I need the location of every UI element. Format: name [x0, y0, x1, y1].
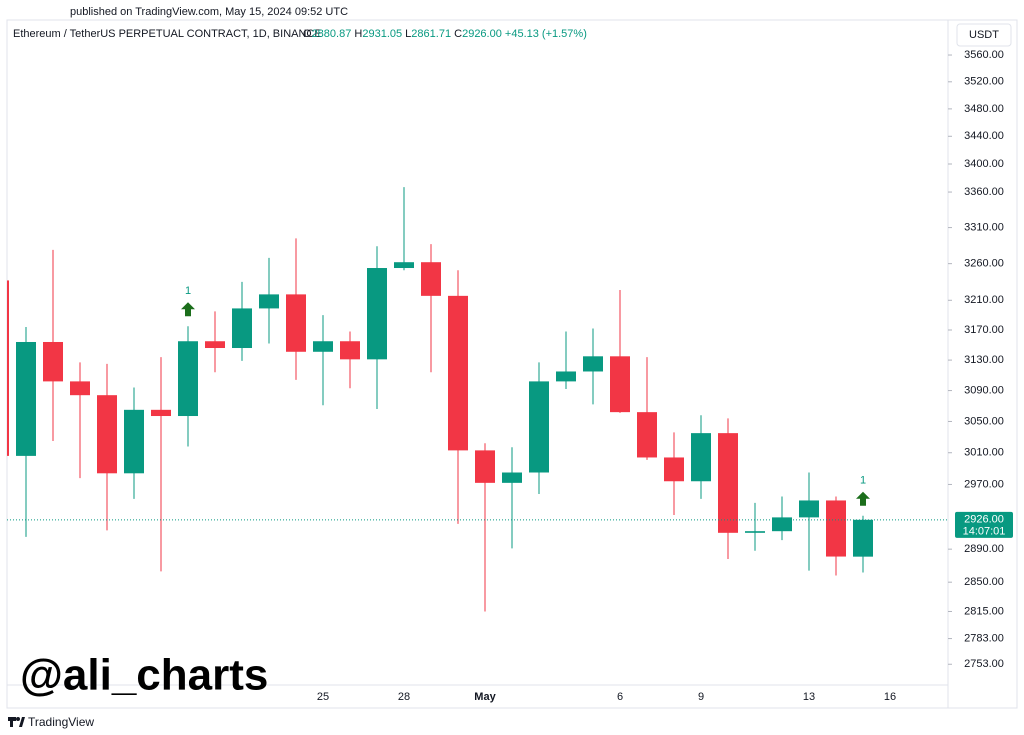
candle-body [583, 356, 603, 372]
y-tick-label: 3480.00 [964, 103, 1004, 115]
x-tick-label: 16 [884, 691, 896, 703]
candle-body [232, 308, 252, 349]
candle-body [610, 356, 630, 413]
x-tick-label: 13 [803, 691, 815, 703]
y-tick-label: 3400.00 [964, 158, 1004, 170]
candle-body [43, 341, 63, 382]
candle-body [691, 433, 711, 482]
candle-body [178, 341, 198, 417]
y-tick-label: 3130.00 [964, 354, 1004, 366]
candle-body [313, 341, 333, 352]
candle-body [826, 500, 846, 557]
ohlc-key: O [303, 28, 312, 40]
y-tick-label: 3050.00 [964, 415, 1004, 427]
ohlc-value: 2926.00 [462, 28, 502, 40]
candle-body [97, 395, 117, 474]
ohlc-key: C [454, 28, 462, 40]
y-tick-label: 3560.00 [964, 49, 1004, 61]
price-change: +45.13 (+1.57%) [505, 28, 587, 40]
candle-body [718, 433, 738, 533]
y-tick-label: 2783.00 [964, 632, 1004, 644]
last-price-label: 2926.00 [964, 514, 1004, 526]
candle-body [340, 341, 360, 360]
chart-frame [6, 19, 1018, 709]
candle-body [637, 412, 657, 458]
y-tick-label: 2970.00 [964, 478, 1004, 490]
currency-box [956, 23, 1012, 47]
signal-arrow [856, 491, 870, 506]
watermark: @ali_charts [20, 651, 268, 700]
symbol-title: Ethereum / TetherUS PERPETUAL CONTRACT, … [13, 28, 322, 40]
candle-body [448, 295, 468, 451]
y-tick-label: 3310.00 [964, 221, 1004, 233]
x-tick-label: 25 [317, 691, 329, 703]
countdown-label: 14:07:01 [963, 526, 1006, 538]
candle-body [664, 457, 684, 482]
last-price-box [955, 511, 1013, 538]
y-tick-label: 3520.00 [964, 76, 1004, 88]
candle-body [205, 341, 225, 349]
y-tick-label: 3090.00 [964, 384, 1004, 396]
x-tick-label: 9 [698, 691, 704, 703]
signal-label: 1 [860, 475, 866, 487]
ohlc-value: 2880.87 [312, 28, 352, 40]
ohlc-values: O2880.87 H2931.05 L2861.71 C2926.00 +45.… [303, 28, 587, 40]
y-tick-label: 3440.00 [964, 130, 1004, 142]
y-tick-label: 2753.00 [964, 658, 1004, 670]
candle-body [502, 472, 522, 483]
y-tick-label: 2815.00 [964, 605, 1004, 617]
logo-part [16, 717, 20, 721]
candle-body [259, 294, 279, 309]
tv-logo [8, 717, 25, 727]
candle-body [70, 381, 90, 396]
candle-body [7, 280, 9, 456]
candle-body [475, 450, 495, 483]
y-tick-label: 3360.00 [964, 186, 1004, 198]
y-tick-label: 3260.00 [964, 258, 1004, 270]
y-tick-label: 3210.00 [964, 294, 1004, 306]
published-note: published on TradingView.com, May 15, 20… [70, 6, 348, 18]
ohlc-key: L [405, 28, 411, 40]
candle-body [745, 531, 765, 533]
currency-label: USDT [969, 29, 999, 41]
y-tick-label: 2890.00 [964, 543, 1004, 555]
x-tick-label: 6 [617, 691, 623, 703]
candle-body [853, 519, 873, 557]
ohlc-value: 2861.71 [411, 28, 451, 40]
plot-area: 11 [7, 187, 873, 612]
candle-body [367, 268, 387, 360]
candle-body [799, 500, 819, 518]
ohlc-legend: O2880.87 H2931.05 L2861.71 C2926.00 +45.… [303, 28, 587, 40]
candle-body [529, 381, 549, 473]
y-tick-label: 2850.00 [964, 576, 1004, 588]
candle-body [151, 409, 171, 417]
candle-body [556, 371, 576, 382]
ohlc-value: 2931.05 [362, 28, 402, 40]
logo-part [10, 717, 13, 727]
y-tick-label: 3170.00 [964, 324, 1004, 336]
ohlc-key: H [354, 28, 362, 40]
x-tick-label: 28 [398, 691, 410, 703]
candle-body [394, 262, 414, 269]
signal-label: 1 [185, 285, 191, 297]
footer-brand: TradingView [28, 715, 94, 729]
logo-part [19, 717, 25, 727]
candle-body [421, 262, 441, 296]
candle-body [124, 409, 144, 474]
x-tick-label: May [474, 691, 496, 703]
candle-body [16, 341, 36, 456]
candle-body [772, 517, 792, 532]
candle-body [286, 294, 306, 352]
signal-arrow [181, 302, 195, 317]
y-tick-label: 3010.00 [964, 447, 1004, 459]
